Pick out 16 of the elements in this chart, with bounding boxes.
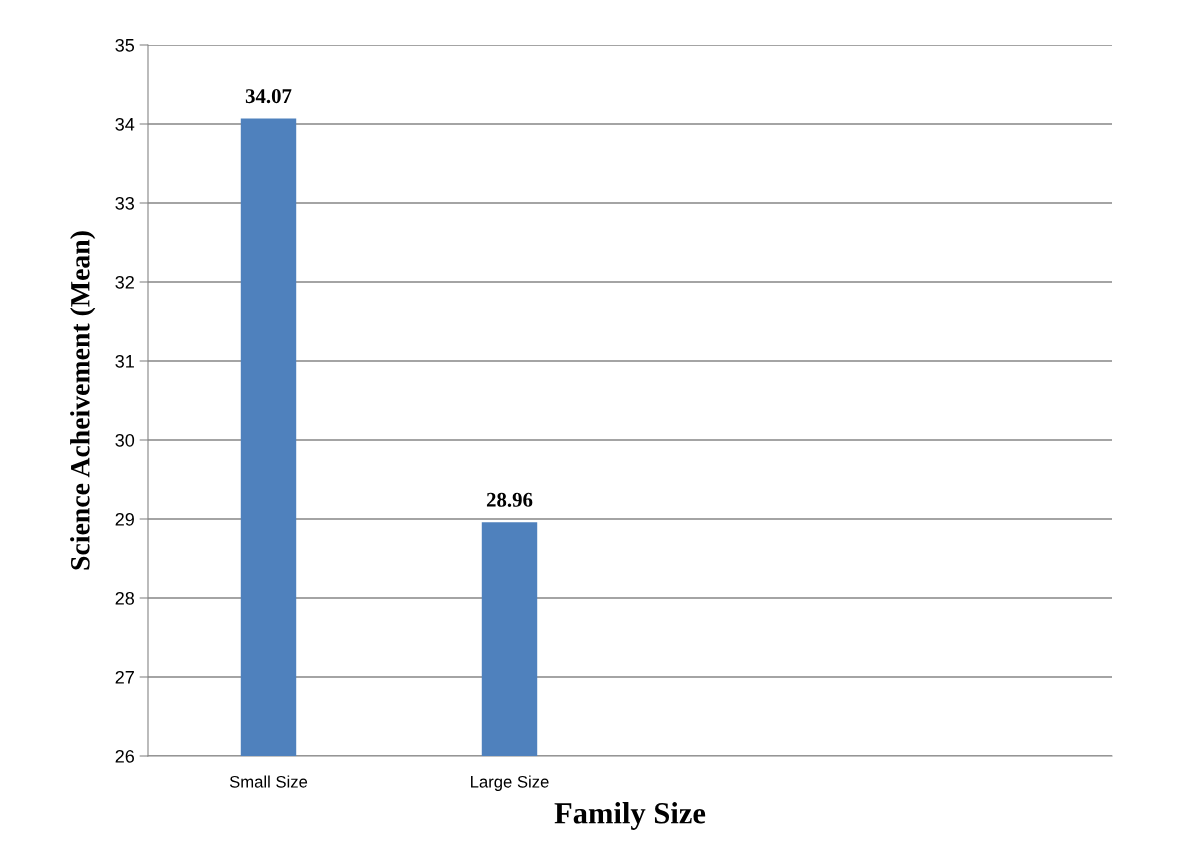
data-label: 34.07 xyxy=(245,89,292,104)
x-tick-label: Small Size xyxy=(229,775,308,788)
y-tick-label: 28 xyxy=(115,591,135,605)
y-tick-label: 29 xyxy=(115,512,134,526)
x-axis-title: Family Size xyxy=(554,802,706,830)
y-tick-label: 33 xyxy=(115,196,135,210)
y-tick-label: 31 xyxy=(115,354,134,368)
data-label: 28.96 xyxy=(486,492,533,507)
y-axis-title: Science Acheivement (Mean) xyxy=(70,231,96,570)
y-tick-label: 30 xyxy=(115,433,135,447)
y-tick-label: 34 xyxy=(115,117,135,131)
x-tick-label: Large Size xyxy=(471,775,549,791)
y-tick-label: 27 xyxy=(115,670,134,684)
y-tick-label: 26 xyxy=(115,749,135,763)
y-tick-label: 35 xyxy=(115,38,135,52)
y-tick-label: 32 xyxy=(115,275,134,289)
